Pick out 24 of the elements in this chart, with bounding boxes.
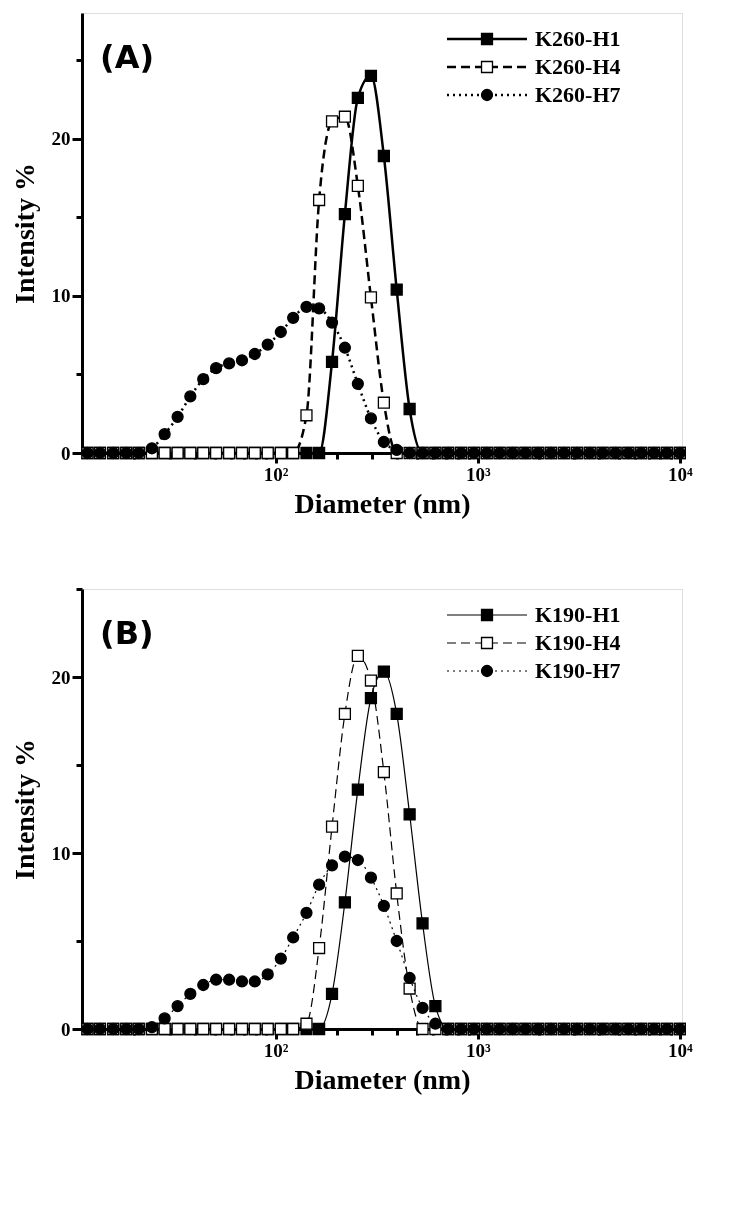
x-tick-label: 10² bbox=[263, 1039, 289, 1061]
legend-label: K260-H1 bbox=[535, 26, 621, 51]
y-tick-label: 10 bbox=[51, 285, 71, 307]
y-axis-title: Intensity % bbox=[8, 163, 40, 304]
legend-label: K260-H4 bbox=[535, 54, 621, 79]
x-tick-label: 10⁴ bbox=[667, 1039, 693, 1061]
annotation: (A) bbox=[100, 38, 155, 76]
x-tick-label: 10⁴ bbox=[667, 463, 693, 485]
x-axis-title: Diameter (nm) bbox=[294, 487, 471, 519]
legend-label: K260-H7 bbox=[535, 82, 621, 107]
y-tick-label: 0 bbox=[61, 1018, 71, 1040]
legend-label: K190-H1 bbox=[535, 602, 621, 627]
y-tick-label: 0 bbox=[61, 442, 71, 464]
x-tick-label: 10³ bbox=[465, 463, 491, 485]
legend-label: K190-H4 bbox=[535, 630, 621, 655]
legend-label: K190-H7 bbox=[535, 658, 621, 683]
y-tick-label: 10 bbox=[51, 842, 71, 864]
annotation: (B) bbox=[100, 614, 154, 652]
x-tick-label: 10² bbox=[263, 463, 289, 485]
x-axis-title: Diameter (nm) bbox=[294, 1063, 471, 1095]
y-tick-label: 20 bbox=[51, 666, 71, 688]
y-tick-label: 20 bbox=[51, 128, 71, 150]
y-axis-title: Intensity % bbox=[8, 739, 40, 880]
x-tick-label: 10³ bbox=[465, 1039, 491, 1061]
